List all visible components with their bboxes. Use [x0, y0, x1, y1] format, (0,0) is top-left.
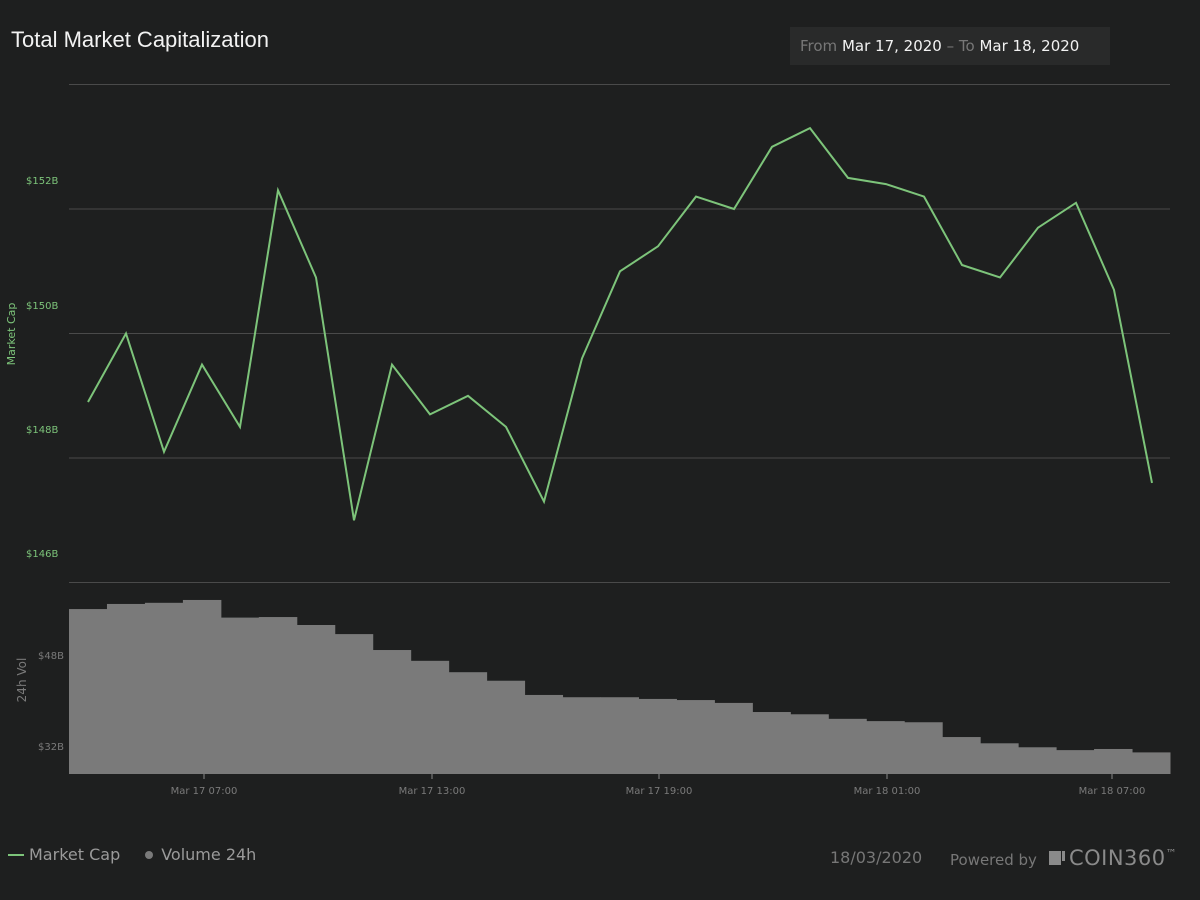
market-cap-line-swatch-icon [8, 853, 24, 856]
volume-bar[interactable] [258, 617, 298, 774]
volume-bar[interactable] [220, 617, 260, 774]
volume-bar[interactable] [182, 599, 222, 774]
volume-bar[interactable] [942, 737, 981, 774]
from-date[interactable]: Mar 17, 2020 [841, 37, 942, 55]
y-tick-label: $152B [26, 176, 58, 187]
powered-by-label: Powered by [950, 851, 1037, 869]
x-tick-label: Mar 18 01:00 [854, 786, 921, 797]
volume-bar[interactable] [866, 721, 905, 774]
y-axis-title-market-cap: Market Cap [5, 303, 18, 366]
x-tick-label: Mar 18 07:00 [1079, 786, 1146, 797]
volume-bar[interactable] [904, 722, 943, 774]
brand-name: COIN360 [1068, 846, 1166, 870]
volume-bar[interactable] [144, 602, 184, 774]
x-tick-label: Mar 17 13:00 [399, 786, 466, 797]
chart-title: Total Market Capitalization [11, 27, 270, 52]
volume-bar[interactable] [752, 712, 791, 774]
x-tick-label: Mar 17 19:00 [626, 786, 693, 797]
y-vol-tick-label: $32B [38, 742, 64, 753]
volume-bar[interactable] [69, 609, 108, 774]
y-tick-label: $146B [26, 549, 58, 560]
volume-bar[interactable] [524, 694, 564, 774]
legend: Market Cap Volume 24h [8, 845, 256, 864]
volume-bar[interactable] [600, 697, 639, 774]
y-tick-label: $148B [26, 425, 58, 436]
market-cap-chart[interactable]: $152B $150B $148B $146B Market Cap 24h Vol $48… [0, 0, 1200, 820]
volume-dot-swatch-icon [145, 850, 154, 859]
date-range-selector[interactable]: From Mar 17, 2020 – To Mar 18, 2020 [790, 27, 1110, 65]
volume-bar[interactable] [1094, 748, 1133, 774]
powered-by: Powered by COIN360 ™ [950, 846, 1178, 872]
footer-date: 18/03/2020 [830, 848, 923, 867]
volume-bar[interactable] [1132, 752, 1171, 774]
range-separator: – [946, 37, 955, 55]
coin360-logo[interactable]: COIN360 ™ [1048, 846, 1178, 870]
volume-bar[interactable] [980, 743, 1019, 774]
volume-bar[interactable] [790, 714, 829, 774]
volume-bar[interactable] [334, 634, 374, 774]
y-axis-title-volume: 24h Vol [15, 658, 29, 703]
to-label: To [958, 37, 975, 55]
volume-bar[interactable] [562, 697, 602, 774]
volume-bar[interactable] [638, 698, 677, 774]
volume-bar[interactable] [1018, 747, 1057, 774]
volume-bar[interactable] [296, 624, 336, 774]
volume-bar[interactable] [410, 660, 450, 774]
volume-bar[interactable] [372, 650, 412, 774]
legend-market-cap[interactable]: Market Cap [29, 845, 121, 864]
volume-bar[interactable] [714, 702, 753, 774]
volume-bar[interactable] [1056, 750, 1095, 774]
volume-bar[interactable] [828, 718, 867, 774]
trademark: ™ [1165, 846, 1178, 860]
market-cap-line[interactable] [87, 126, 1153, 521]
volume-bar[interactable] [448, 672, 488, 774]
volume-bar[interactable] [486, 680, 526, 774]
volume-bar[interactable] [106, 603, 146, 774]
to-date[interactable]: Mar 18, 2020 [979, 37, 1080, 55]
y-vol-tick-label: $48B [38, 651, 64, 662]
legend-volume[interactable]: Volume 24h [161, 845, 257, 864]
coin360-logo-icon [1048, 851, 1065, 865]
x-tick-label: Mar 17 07:00 [171, 786, 238, 797]
from-label: From [800, 37, 838, 55]
y-tick-label: $150B [26, 301, 58, 312]
volume-bar[interactable] [676, 700, 715, 774]
